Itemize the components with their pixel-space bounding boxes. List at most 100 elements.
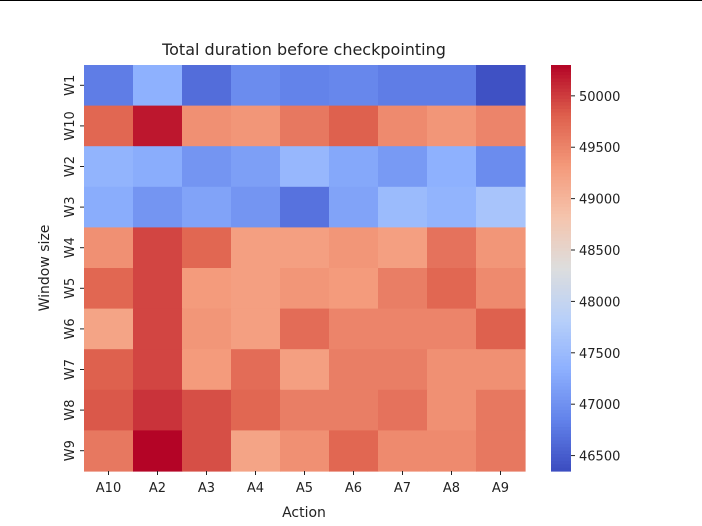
colorbar-segment — [551, 410, 571, 415]
heatmap-cell-W10-A3 — [182, 105, 232, 147]
colorbar-segment — [551, 295, 571, 300]
heatmap-cell-W2-A5 — [280, 146, 330, 188]
heatmap-cell-W6-A10 — [84, 308, 134, 350]
colorbar-segment — [551, 311, 571, 316]
heatmap-cell-W5-A10 — [84, 268, 134, 310]
colorbar-segment — [551, 85, 571, 90]
heatmap-cell-W6-A3 — [182, 308, 232, 350]
heatmap-cell-W4-A5 — [280, 227, 330, 269]
x-tick-label-A8: A8 — [443, 481, 460, 496]
y-tick-label-W4: W4 — [63, 237, 78, 258]
heatmap-cell-W4-A4 — [231, 227, 281, 269]
colorbar-segment — [551, 345, 571, 350]
heatmap-cell-W4-A3 — [182, 227, 232, 269]
heatmap-cell-W10-A6 — [329, 105, 379, 147]
colorbar-segment — [551, 376, 571, 381]
colorbar-segment — [551, 169, 571, 174]
colorbar-segment — [551, 268, 571, 272]
heatmap-cell-W6-A9 — [476, 308, 526, 350]
colorbar-segment — [551, 315, 571, 320]
colorbar-segment — [551, 369, 571, 374]
colorbar-segment — [551, 71, 571, 76]
colorbar-segment — [551, 163, 571, 168]
heatmap-cell-W10-A10 — [84, 105, 134, 147]
y-tick-label-W9: W9 — [63, 440, 78, 461]
colorbar-segment — [551, 149, 571, 154]
colorbar-segment — [551, 129, 571, 134]
colorbar-segment — [551, 115, 571, 120]
colorbar-tick-label-47000: 47000 — [579, 398, 620, 413]
x-tick-label-A2: A2 — [149, 481, 166, 496]
colorbar-segment — [551, 136, 571, 141]
heatmap-cell-W9-A4 — [231, 430, 281, 472]
colorbar-segment — [551, 464, 571, 469]
x-tick-label-A3: A3 — [198, 481, 215, 496]
colorbar-segment — [551, 88, 571, 93]
x-tick-label-A7: A7 — [394, 481, 411, 496]
colorbar-segment — [551, 119, 571, 124]
colorbar-segment — [551, 186, 571, 191]
colorbar-segment — [551, 68, 571, 73]
heatmap-cell-W4-A2 — [133, 227, 183, 269]
colorbar-segment — [551, 379, 571, 384]
colorbar-segment — [551, 433, 571, 438]
heatmap-cell-W9-A8 — [427, 430, 477, 472]
heatmap-cell-W2-A10 — [84, 146, 134, 188]
heatmap-cell-W2-A7 — [378, 146, 428, 188]
colorbar-segment — [551, 284, 571, 289]
colorbar-segment — [551, 247, 571, 252]
colorbar-segment — [551, 406, 571, 411]
colorbar-tick-label-49500: 49500 — [579, 141, 620, 156]
heatmap-cell-W7-A6 — [329, 349, 379, 391]
heatmap-cell-W4-A7 — [378, 227, 428, 269]
heatmap-cell-W8-A9 — [476, 389, 526, 431]
colorbar-segment — [551, 416, 571, 421]
heatmap-cell-W10-A7 — [378, 105, 428, 147]
heatmap-cell-W5-A9 — [476, 268, 526, 310]
colorbar-segment — [551, 339, 571, 344]
heatmap-cell-W4-A9 — [476, 227, 526, 269]
heatmap-cell-W10-A5 — [280, 105, 330, 147]
colorbar-segment — [551, 220, 571, 225]
heatmap-cell-W2-A6 — [329, 146, 379, 188]
colorbar-segment — [551, 467, 571, 472]
heatmap-cell-W9-A5 — [280, 430, 330, 472]
heatmap-cell-W9-A10 — [84, 430, 134, 472]
y-tick-label-W7: W7 — [63, 359, 78, 380]
colorbar-segment — [551, 227, 571, 232]
colorbar-segment — [551, 132, 571, 137]
colorbar-segment — [551, 447, 571, 452]
heatmap-cell-W1-A7 — [378, 65, 428, 107]
heatmap-cell-W8-A8 — [427, 389, 477, 431]
heatmap-cell-W3-A6 — [329, 186, 379, 228]
colorbar-segment — [551, 355, 571, 360]
colorbar-segment — [551, 75, 571, 80]
colorbar-segment — [551, 217, 571, 222]
colorbar-segment — [551, 244, 571, 249]
colorbar-segment — [551, 413, 571, 418]
colorbar-segment — [551, 291, 571, 296]
heatmap-cell-W1-A2 — [133, 65, 183, 107]
heatmap-cell-W8-A5 — [280, 389, 330, 431]
heatmap-cell-W10-A9 — [476, 105, 526, 147]
colorbar-segment — [551, 180, 571, 185]
colorbar-tick-label-46500: 46500 — [579, 450, 620, 465]
heatmap-cell-W3-A7 — [378, 186, 428, 228]
heatmap-cell-W8-A2 — [133, 389, 183, 431]
colorbar-segment — [551, 322, 571, 327]
x-axis: A10 A2 A3 A4 A5 A6 A7 A8 A9 — [96, 471, 509, 496]
heatmap-cell-W2-A4 — [231, 146, 281, 188]
colorbar-segment — [551, 443, 571, 448]
heatmap-cell-W9-A7 — [378, 430, 428, 472]
colorbar-segment — [551, 139, 571, 144]
colorbar-segment — [551, 335, 571, 340]
colorbar-segment — [551, 349, 571, 354]
y-tick-label-W2: W2 — [63, 156, 78, 177]
colorbar-segment — [551, 403, 571, 408]
colorbar-segment — [551, 308, 571, 313]
colorbar-segment — [551, 342, 571, 347]
colorbar-segment — [551, 230, 571, 235]
colorbar-segment — [551, 393, 571, 398]
heatmap-cell-W7-A4 — [231, 349, 281, 391]
x-tick-label-A4: A4 — [247, 481, 264, 496]
